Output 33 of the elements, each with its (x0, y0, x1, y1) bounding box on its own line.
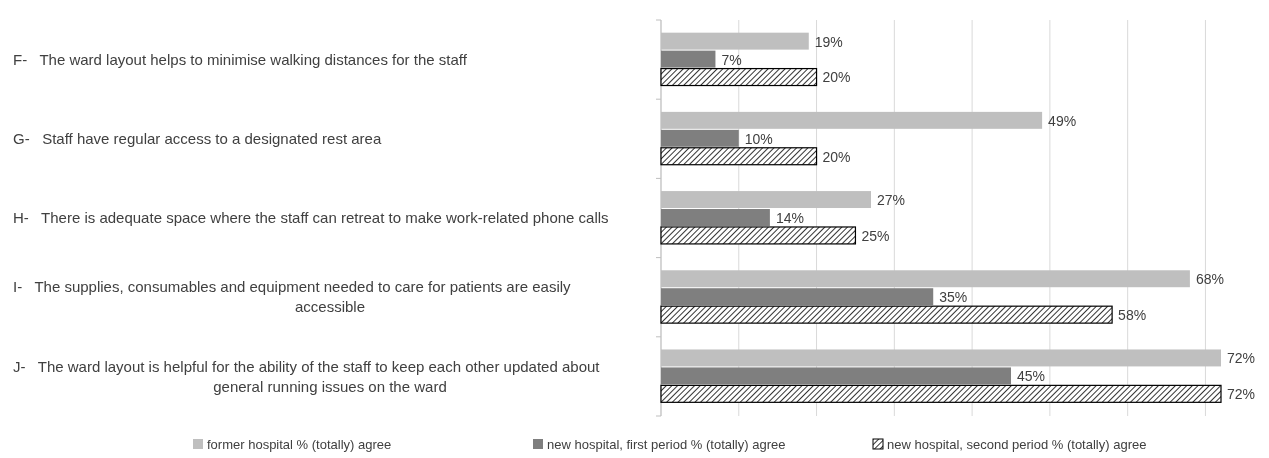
legend-label: former hospital % (totally) agree (207, 436, 392, 452)
data-label: 72% (1227, 386, 1256, 403)
bar (660, 305, 1113, 324)
bar (661, 129, 739, 147)
data-label: 14% (775, 209, 804, 226)
data-label: 68% (1195, 271, 1224, 288)
data-label: 19% (814, 33, 843, 50)
y-tick-label: J- The ward layout is helpful for the ability of the staff to keep each other updated about general running issues on the ward (13, 357, 601, 395)
data-label: 7% (721, 51, 742, 68)
bar (660, 226, 857, 245)
bar (660, 384, 1222, 403)
data-label: 27% (877, 191, 906, 208)
y-tick-label: H- There is adequate space where the staff can retreat to make work-related phone calls (13, 209, 609, 227)
legend-label: new hospital, first period % (totally) agree (547, 436, 786, 452)
bar (661, 367, 1011, 385)
data-label: 10% (744, 130, 773, 147)
bar (660, 67, 818, 87)
data-label: 25% (861, 227, 890, 244)
legend-label: new hospital, second period % (totally) agree (887, 436, 1147, 452)
bar (660, 147, 818, 166)
bar (661, 209, 770, 226)
data-label: 45% (1017, 368, 1046, 385)
data-label: 20% (822, 69, 851, 86)
y-tick-label: I- The supplies, consumables and equipment needed to care for patients are easily accessible (13, 278, 572, 316)
data-label: 72% (1227, 350, 1256, 367)
bar (661, 288, 934, 306)
y-tick-label: G- Staff have regular access to a designated rest area (13, 130, 382, 148)
bar (661, 50, 716, 68)
data-label: 35% (939, 289, 968, 306)
y-tick-label: F- The ward layout helps to minimise walking distances for the staff (13, 50, 468, 68)
data-label: 20% (822, 148, 851, 165)
data-label: 49% (1048, 112, 1077, 129)
data-label: 58% (1118, 307, 1147, 324)
